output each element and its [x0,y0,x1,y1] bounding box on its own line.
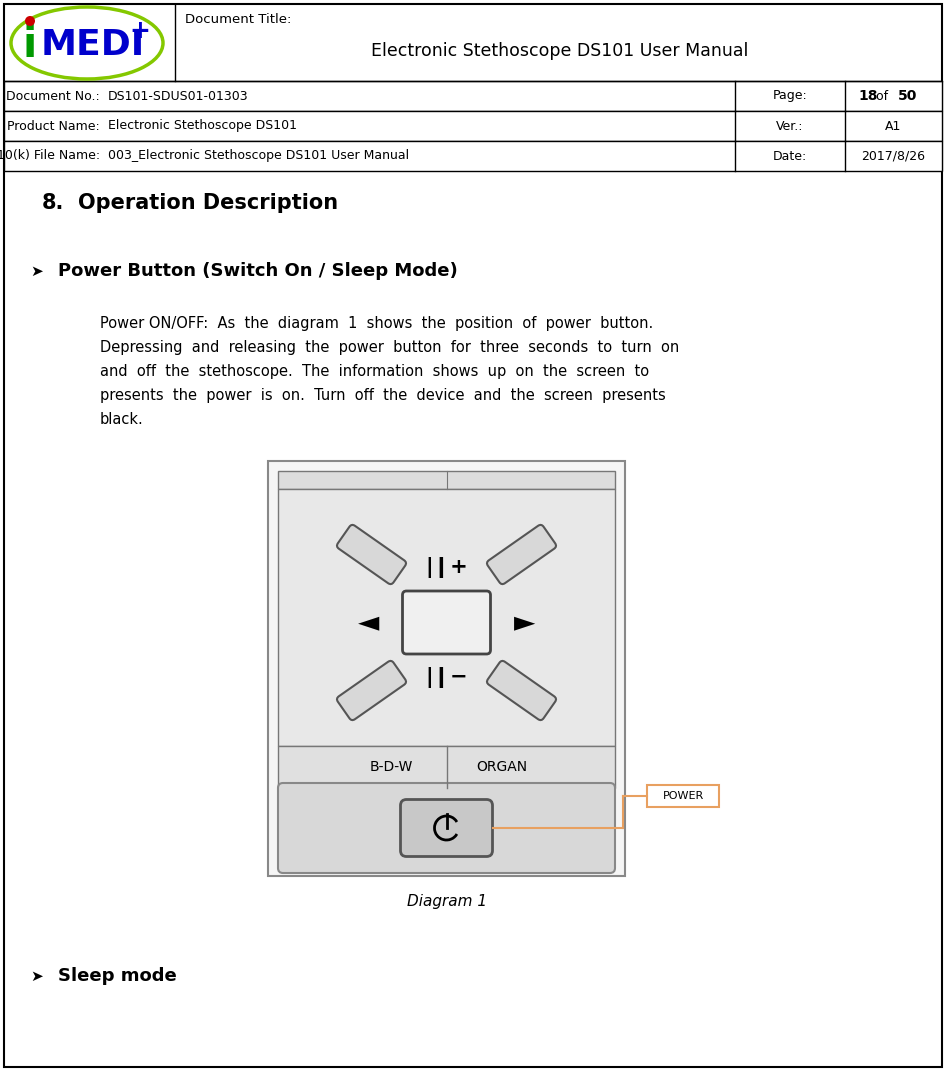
Text: Operation Description: Operation Description [78,193,338,213]
Text: Sleep mode: Sleep mode [58,967,177,985]
FancyBboxPatch shape [402,591,490,654]
Text: of: of [872,90,892,103]
Text: Electronic Stethoscope DS101: Electronic Stethoscope DS101 [108,120,297,133]
Text: 50: 50 [898,89,918,103]
Text: MEDI: MEDI [41,28,145,62]
Text: |❙+: |❙+ [425,557,468,577]
Bar [268,461,625,876]
Text: 003_Electronic Stethoscope DS101 User Manual: 003_Electronic Stethoscope DS101 User Ma… [108,150,409,163]
Bar [4,81,942,111]
Bar [278,489,615,746]
Text: Diagram 1: Diagram 1 [407,894,487,909]
Text: +: + [130,19,150,43]
FancyBboxPatch shape [487,525,556,584]
Text: Power Button (Switch On / Sleep Mode): Power Button (Switch On / Sleep Mode) [58,262,458,280]
Text: 8.: 8. [42,193,64,213]
Text: presents  the  power  is  on.  Turn  off  the  device  and  the  screen  present: presents the power is on. Turn off the d… [100,388,666,403]
Bar [278,471,615,489]
Circle shape [25,16,35,26]
Text: 2017/8/26: 2017/8/26 [861,150,925,163]
Text: 510(k) File Name:: 510(k) File Name: [0,150,100,163]
Text: Electronic Stethoscope DS101 User Manual: Electronic Stethoscope DS101 User Manual [372,42,748,60]
Text: Document No.:: Document No.: [7,90,100,103]
Text: A1: A1 [885,120,902,133]
Text: Page:: Page: [773,90,807,103]
Text: ORGAN: ORGAN [476,760,527,774]
Text: 18: 18 [858,89,878,103]
FancyBboxPatch shape [278,783,615,873]
Text: ➤: ➤ [30,263,43,278]
Text: ►: ► [514,608,535,636]
Text: Ver.:: Ver.: [777,120,804,133]
Bar [278,746,615,788]
Text: Date:: Date: [773,150,807,163]
FancyBboxPatch shape [337,661,406,720]
Bar [647,785,719,808]
Text: and  off  the  stethoscope.  The  information  shows  up  on  the  screen  to: and off the stethoscope. The information… [100,364,649,379]
Text: POWER: POWER [662,791,704,801]
Bar [4,141,942,171]
Text: Depressing  and  releasing  the  power  button  for  three  seconds  to  turn  o: Depressing and releasing the power butto… [100,340,679,355]
Text: Product Name:: Product Name: [8,120,100,133]
FancyBboxPatch shape [487,661,556,720]
Text: Power ON/OFF:  As  the  diagram  1  shows  the  position  of  power  button.: Power ON/OFF: As the diagram 1 shows the… [100,316,654,331]
Text: black.: black. [100,412,144,427]
FancyBboxPatch shape [337,525,406,584]
Text: Document Title:: Document Title: [185,13,291,26]
FancyBboxPatch shape [400,799,493,857]
Bar [4,111,942,141]
Text: ◄: ◄ [358,608,379,636]
Text: i: i [23,24,37,66]
Text: DS101-SDUS01-01303: DS101-SDUS01-01303 [108,90,249,103]
Text: ➤: ➤ [30,968,43,983]
Text: |❙−: |❙− [425,667,468,689]
Text: B-D-W: B-D-W [370,760,413,774]
